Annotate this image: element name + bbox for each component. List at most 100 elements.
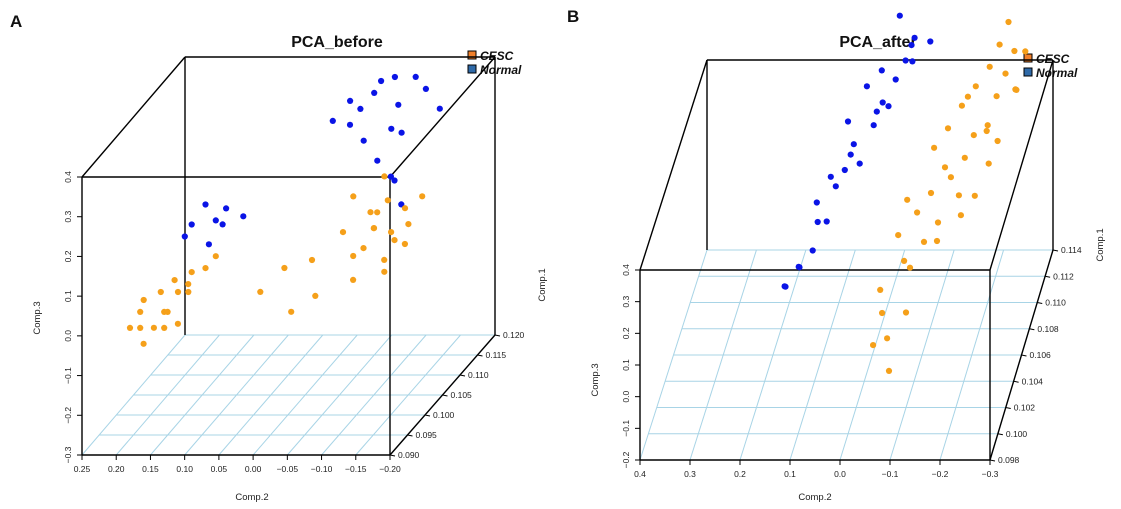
legend-label-cesc: CESC — [480, 49, 514, 63]
x-tick-label: 0.05 — [211, 464, 228, 474]
data-point-normal — [873, 108, 880, 115]
data-point-cesc — [281, 264, 288, 272]
data-point-cesc — [188, 269, 195, 276]
x-tick-label: −0.2 — [932, 469, 949, 479]
data-point-normal — [823, 218, 830, 225]
x-tick-label: 0.10 — [176, 464, 193, 474]
y-tick-label: −0.1 — [621, 420, 631, 437]
y-tick-label: 0.1 — [621, 359, 631, 371]
data-point-normal — [436, 105, 443, 112]
data-point-normal — [847, 151, 854, 158]
data-point-cesc — [401, 205, 409, 212]
data-point-cesc — [126, 324, 134, 331]
data-point-normal — [850, 141, 857, 148]
data-point-normal — [212, 217, 219, 224]
z-tick-mark — [1037, 302, 1043, 304]
y-tick-label: 0.3 — [621, 295, 631, 307]
y-tick-label: 0.0 — [63, 330, 73, 342]
data-point-cesc — [985, 160, 992, 167]
data-point-normal — [896, 12, 903, 19]
data-point-normal — [841, 166, 848, 174]
data-point-normal — [856, 160, 863, 167]
data-point-cesc — [140, 296, 147, 304]
data-point-cesc — [955, 192, 963, 199]
z-tick-label: 0.100 — [433, 410, 455, 420]
data-point-normal — [329, 117, 336, 124]
data-point-normal — [892, 76, 899, 83]
data-point-normal — [357, 105, 364, 112]
x-tick-label: 0.00 — [245, 464, 262, 474]
x-tick-label: −0.05 — [277, 464, 299, 474]
data-point-cesc — [970, 132, 977, 139]
data-point-cesc — [879, 309, 886, 317]
data-point-cesc — [901, 257, 908, 264]
data-point-cesc — [185, 288, 192, 296]
z-tick-mark — [389, 454, 396, 457]
data-point-cesc — [902, 309, 910, 316]
data-point-normal — [879, 99, 886, 106]
data-point-normal — [391, 73, 398, 81]
z-tick-mark — [494, 334, 501, 337]
data-point-normal — [391, 177, 398, 184]
data-point-normal — [870, 122, 877, 129]
box-edge — [389, 56, 496, 178]
data-point-cesc — [920, 238, 928, 245]
x-tick-label: −0.3 — [982, 469, 999, 479]
legend-swatch-cesc — [1023, 53, 1033, 63]
data-point-cesc — [157, 288, 164, 296]
z-tick-mark — [1013, 380, 1019, 383]
data-point-cesc — [1005, 18, 1012, 26]
y-tick-label: 0.4 — [621, 264, 631, 276]
data-point-cesc — [367, 209, 374, 216]
z-tick-label: 0.112 — [1053, 271, 1074, 281]
z-tick-label: 0.100 — [1006, 429, 1028, 439]
y-tick-label: 0.2 — [63, 250, 73, 262]
data-point-normal — [911, 34, 918, 41]
data-point-normal — [347, 97, 354, 104]
y-axis-label: Comp.3 — [32, 301, 43, 334]
z-tick-label: 0.095 — [416, 430, 438, 440]
data-point-cesc — [202, 265, 209, 272]
data-point-normal — [388, 125, 395, 132]
data-point-cesc — [212, 253, 219, 260]
y-tick-label: −0.2 — [621, 451, 631, 468]
z-tick-mark — [424, 414, 431, 417]
data-point-cesc — [391, 237, 398, 244]
data-point-normal — [395, 101, 402, 108]
data-point-normal — [223, 205, 230, 212]
data-point-cesc — [381, 268, 388, 275]
y-tick-label: −0.2 — [63, 407, 73, 424]
legend-label-cesc: CESC — [1036, 52, 1070, 66]
y-tick-label: −0.3 — [63, 446, 73, 463]
data-point-cesc — [161, 324, 168, 331]
data-point-cesc — [927, 189, 935, 197]
data-point-normal — [398, 201, 405, 208]
legend-label-normal: Normal — [1036, 66, 1078, 80]
data-point-cesc — [405, 221, 412, 228]
z-tick-mark — [989, 459, 996, 462]
data-point-normal — [827, 173, 834, 180]
data-point-normal — [360, 137, 367, 144]
panel-letter: B — [567, 7, 579, 26]
data-point-normal — [863, 83, 871, 90]
data-point-cesc — [374, 209, 381, 216]
box-edge — [989, 59, 1054, 271]
data-point-normal — [909, 58, 916, 65]
data-point-cesc — [381, 173, 388, 180]
data-point-cesc — [944, 125, 952, 132]
data-point-cesc — [1011, 47, 1018, 55]
data-point-cesc — [986, 63, 993, 70]
data-point-normal — [885, 103, 892, 110]
data-point-cesc — [185, 281, 192, 288]
data-point-cesc — [388, 229, 395, 236]
data-point-cesc — [885, 367, 893, 374]
z-tick-label: 0.115 — [486, 350, 507, 360]
z-tick-label: 0.102 — [1014, 403, 1036, 413]
data-point-cesc — [933, 237, 941, 245]
series-cesc — [126, 173, 426, 347]
x-tick-label: −0.1 — [882, 469, 899, 479]
y-tick-label: 0.4 — [63, 171, 73, 183]
